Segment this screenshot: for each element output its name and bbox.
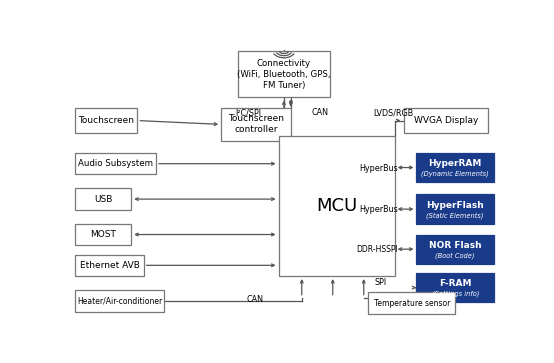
Text: CAN: CAN [311,109,328,117]
Text: NOR Flash: NOR Flash [429,241,481,250]
FancyBboxPatch shape [417,195,494,224]
Text: (Boot Code): (Boot Code) [435,252,475,259]
Text: SPI: SPI [375,278,387,287]
FancyBboxPatch shape [238,51,330,97]
Text: USB: USB [94,195,112,204]
Text: Ethernet AVB: Ethernet AVB [80,261,140,270]
FancyBboxPatch shape [368,292,455,314]
Text: HyperBus: HyperBus [359,205,398,213]
Text: (Settings info): (Settings info) [432,291,479,297]
Text: HyperFlash: HyperFlash [427,201,484,210]
Text: Heater/Air-conditioner: Heater/Air-conditioner [77,296,162,305]
FancyBboxPatch shape [404,108,488,133]
Text: Temperature sensor: Temperature sensor [373,298,450,307]
Text: WVGA Display: WVGA Display [414,116,478,125]
Text: (Dynamic Elements): (Dynamic Elements) [422,171,489,177]
FancyBboxPatch shape [75,188,131,210]
Text: F-RAM: F-RAM [439,280,471,288]
Text: DDR-HSSPI: DDR-HSSPI [356,245,398,254]
FancyBboxPatch shape [75,254,143,276]
Text: HyperRAM: HyperRAM [428,159,482,168]
FancyBboxPatch shape [417,153,494,182]
FancyBboxPatch shape [279,136,395,276]
Text: Audio Subsystem: Audio Subsystem [78,159,153,168]
Text: I²C/SPI: I²C/SPI [235,109,261,117]
Text: CAN: CAN [247,295,264,305]
Text: HyperBus: HyperBus [359,164,398,173]
FancyBboxPatch shape [221,108,291,140]
FancyBboxPatch shape [417,273,494,302]
Text: MOST: MOST [90,230,116,239]
Text: MCU: MCU [316,197,357,215]
Text: (Static Elements): (Static Elements) [427,212,484,219]
FancyBboxPatch shape [75,290,164,311]
Text: LVDS/RGB: LVDS/RGB [373,109,413,117]
FancyBboxPatch shape [417,234,494,264]
Text: Connectivity
(WiFi, Bluetooth, GPS,
FM Tuner): Connectivity (WiFi, Bluetooth, GPS, FM T… [237,59,331,90]
FancyBboxPatch shape [75,108,137,133]
FancyBboxPatch shape [75,224,131,245]
FancyBboxPatch shape [75,153,156,175]
Text: Touchscreen: Touchscreen [79,116,135,125]
Text: Touchscreen
controller: Touchscreen controller [228,114,284,134]
